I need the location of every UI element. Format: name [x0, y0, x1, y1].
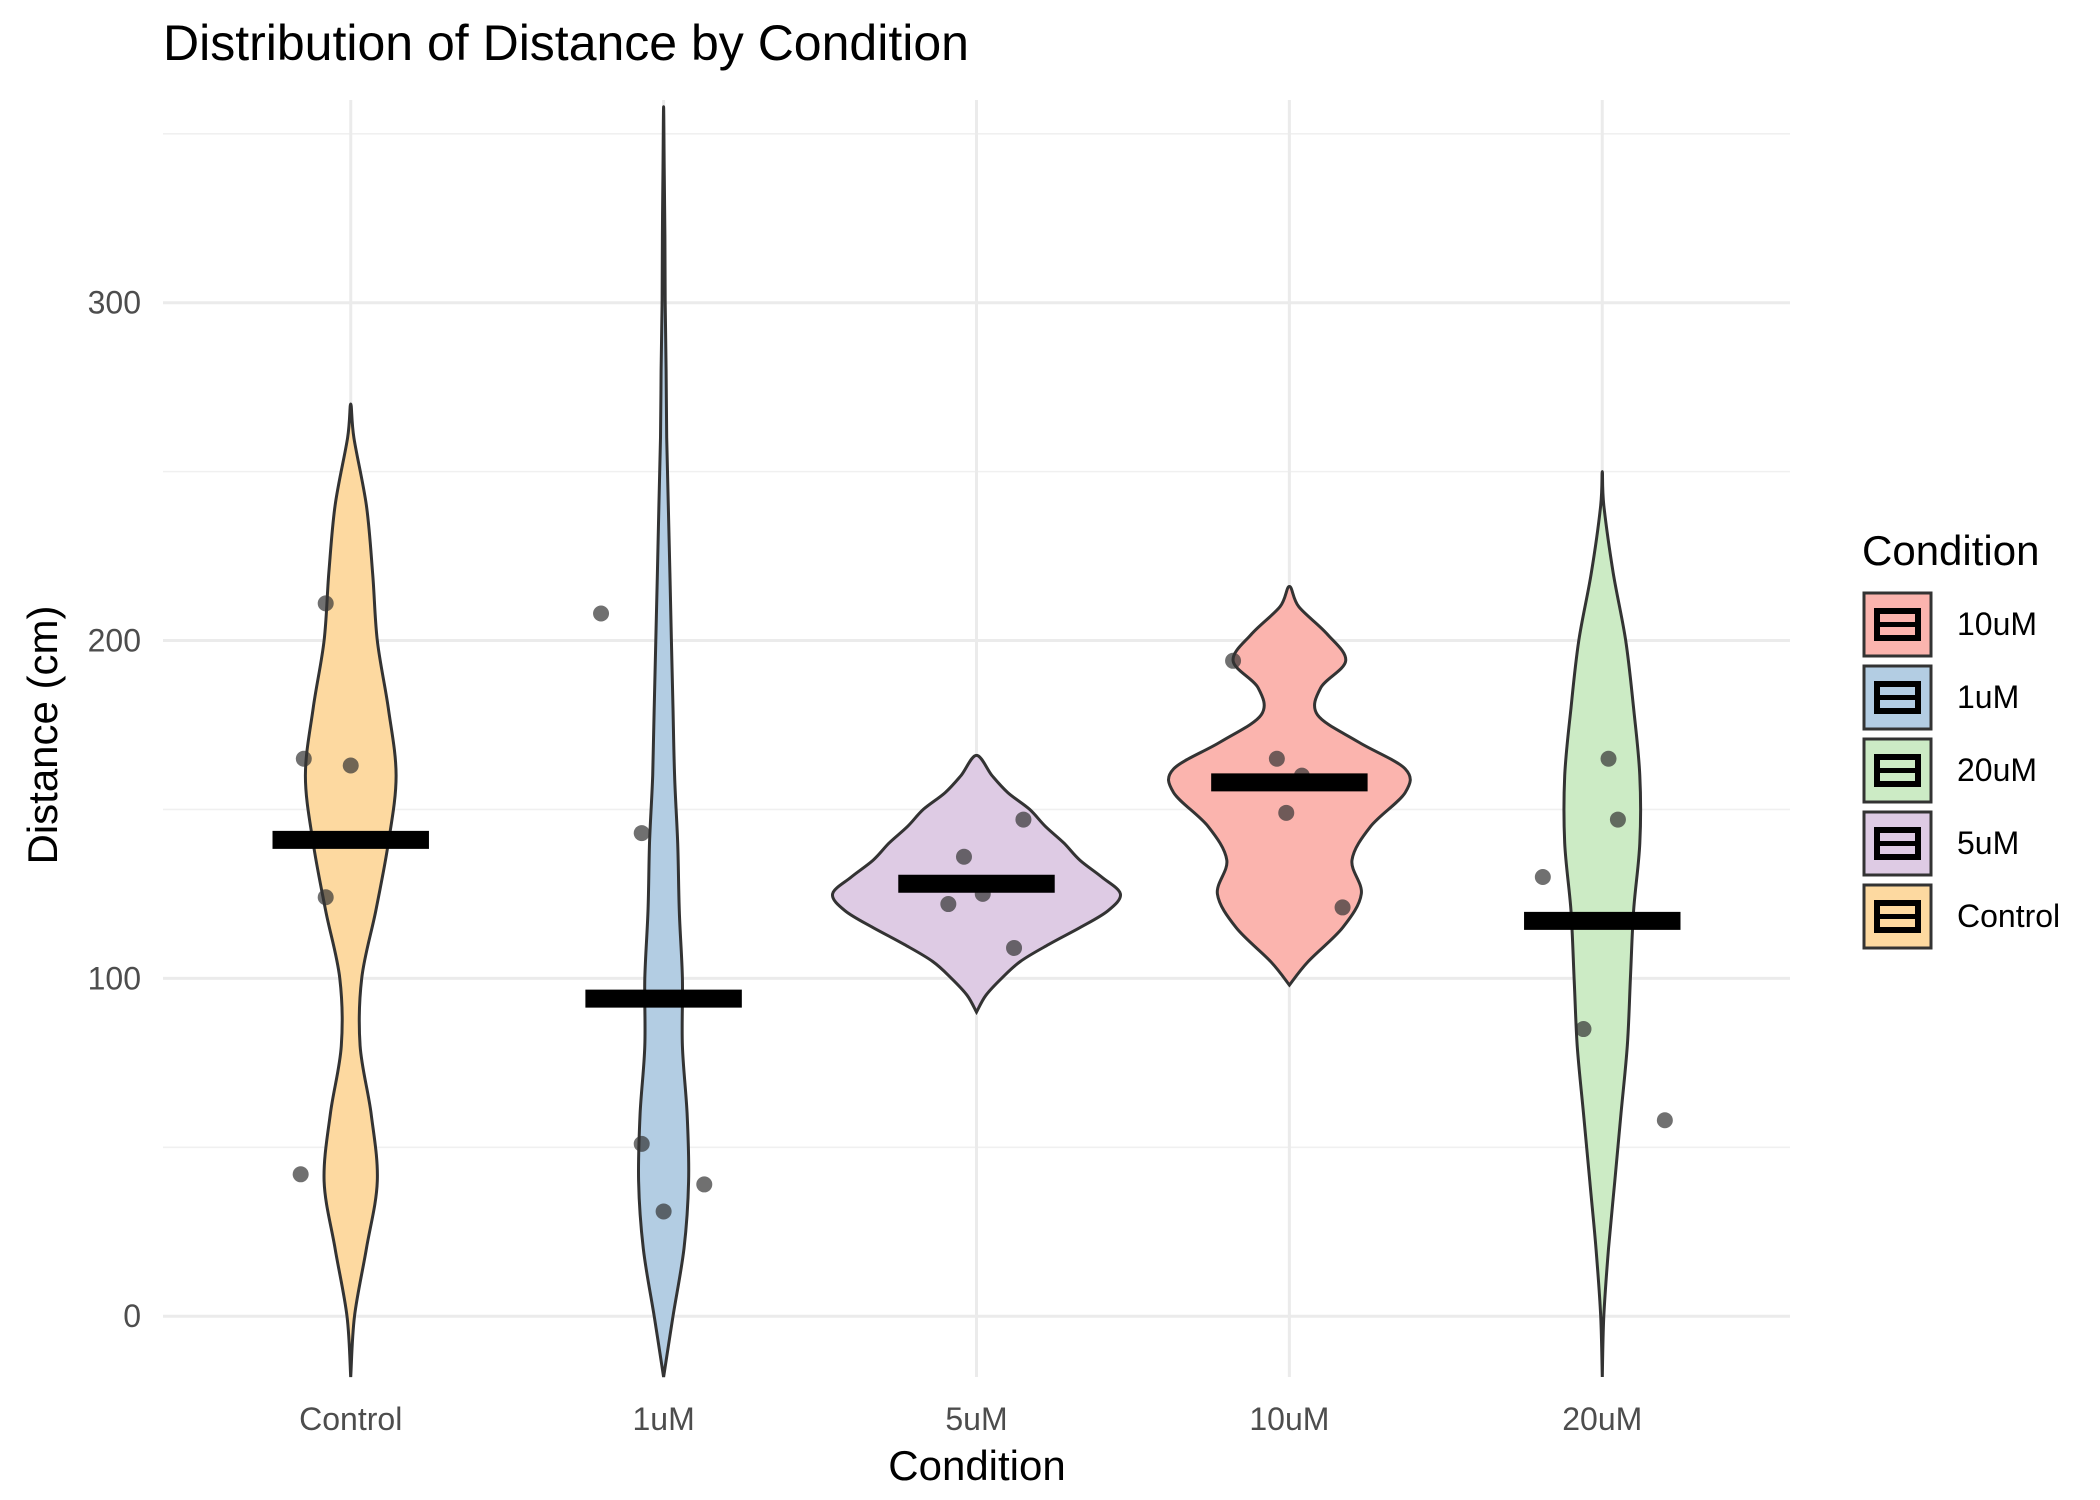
- chart-title: Distribution of Distance by Condition: [163, 15, 969, 71]
- x-tick-label: 20uM: [1562, 1401, 1642, 1437]
- legend-label-control: Control: [1957, 898, 2060, 934]
- x-axis-title: Condition: [888, 1442, 1065, 1489]
- data-point-20um: [1609, 811, 1626, 828]
- data-point-1um: [633, 825, 650, 842]
- x-axis-ticks: Control 1uM 5uM 10uM 20uM: [299, 1401, 1642, 1437]
- data-point-5um: [955, 848, 972, 865]
- data-point-10um: [1268, 750, 1285, 767]
- data-point-control: [317, 595, 334, 612]
- data-point-1um: [696, 1176, 713, 1193]
- data-point-5um: [940, 896, 957, 913]
- data-point-20um: [1534, 869, 1551, 886]
- y-tick-label: 200: [88, 623, 141, 659]
- violin-1um: [636, 105, 691, 1378]
- violins: [303, 105, 1643, 1378]
- data-point-20um: [1656, 1112, 1673, 1129]
- x-tick-label: Control: [299, 1401, 402, 1437]
- data-point-control: [317, 889, 334, 906]
- grid: [163, 100, 1790, 1377]
- violin-control: [303, 402, 398, 1378]
- mean-bars: [272, 773, 1681, 1008]
- data-point-5um: [1015, 811, 1032, 828]
- y-axis-title: Distance (cm): [19, 605, 66, 864]
- legend-label-1um: 1uM: [1957, 679, 2019, 715]
- y-tick-label: 100: [88, 960, 141, 996]
- data-point-20um: [1575, 1021, 1592, 1038]
- data-point-10um: [1225, 652, 1242, 669]
- data-point-20um: [1600, 750, 1617, 767]
- data-point-control: [292, 1166, 309, 1183]
- legend-title: Condition: [1862, 527, 2039, 574]
- y-axis-ticks: 0 100 200 300: [88, 285, 141, 1334]
- x-tick-label: 5uM: [945, 1401, 1007, 1437]
- y-tick-label: 300: [88, 285, 141, 321]
- data-point-1um: [593, 605, 610, 622]
- data-point-1um: [655, 1203, 672, 1220]
- x-tick-label: 1uM: [632, 1401, 694, 1437]
- data-point-control: [295, 750, 312, 767]
- legend-label-5um: 5uM: [1957, 825, 2019, 861]
- x-tick-label: 10uM: [1249, 1401, 1329, 1437]
- data-point-10um: [1334, 899, 1351, 916]
- y-tick-label: 0: [123, 1298, 141, 1334]
- legend: Condition 10uM 1uM 20uM 5uM Control: [1862, 527, 2060, 950]
- legend-label-10um: 10uM: [1957, 606, 2037, 642]
- data-point-5um: [1006, 939, 1023, 956]
- data-point-1um: [633, 1135, 650, 1152]
- legend-label-20um: 20uM: [1957, 752, 2037, 788]
- data-point-10um: [1278, 804, 1295, 821]
- data-point-control: [342, 757, 359, 774]
